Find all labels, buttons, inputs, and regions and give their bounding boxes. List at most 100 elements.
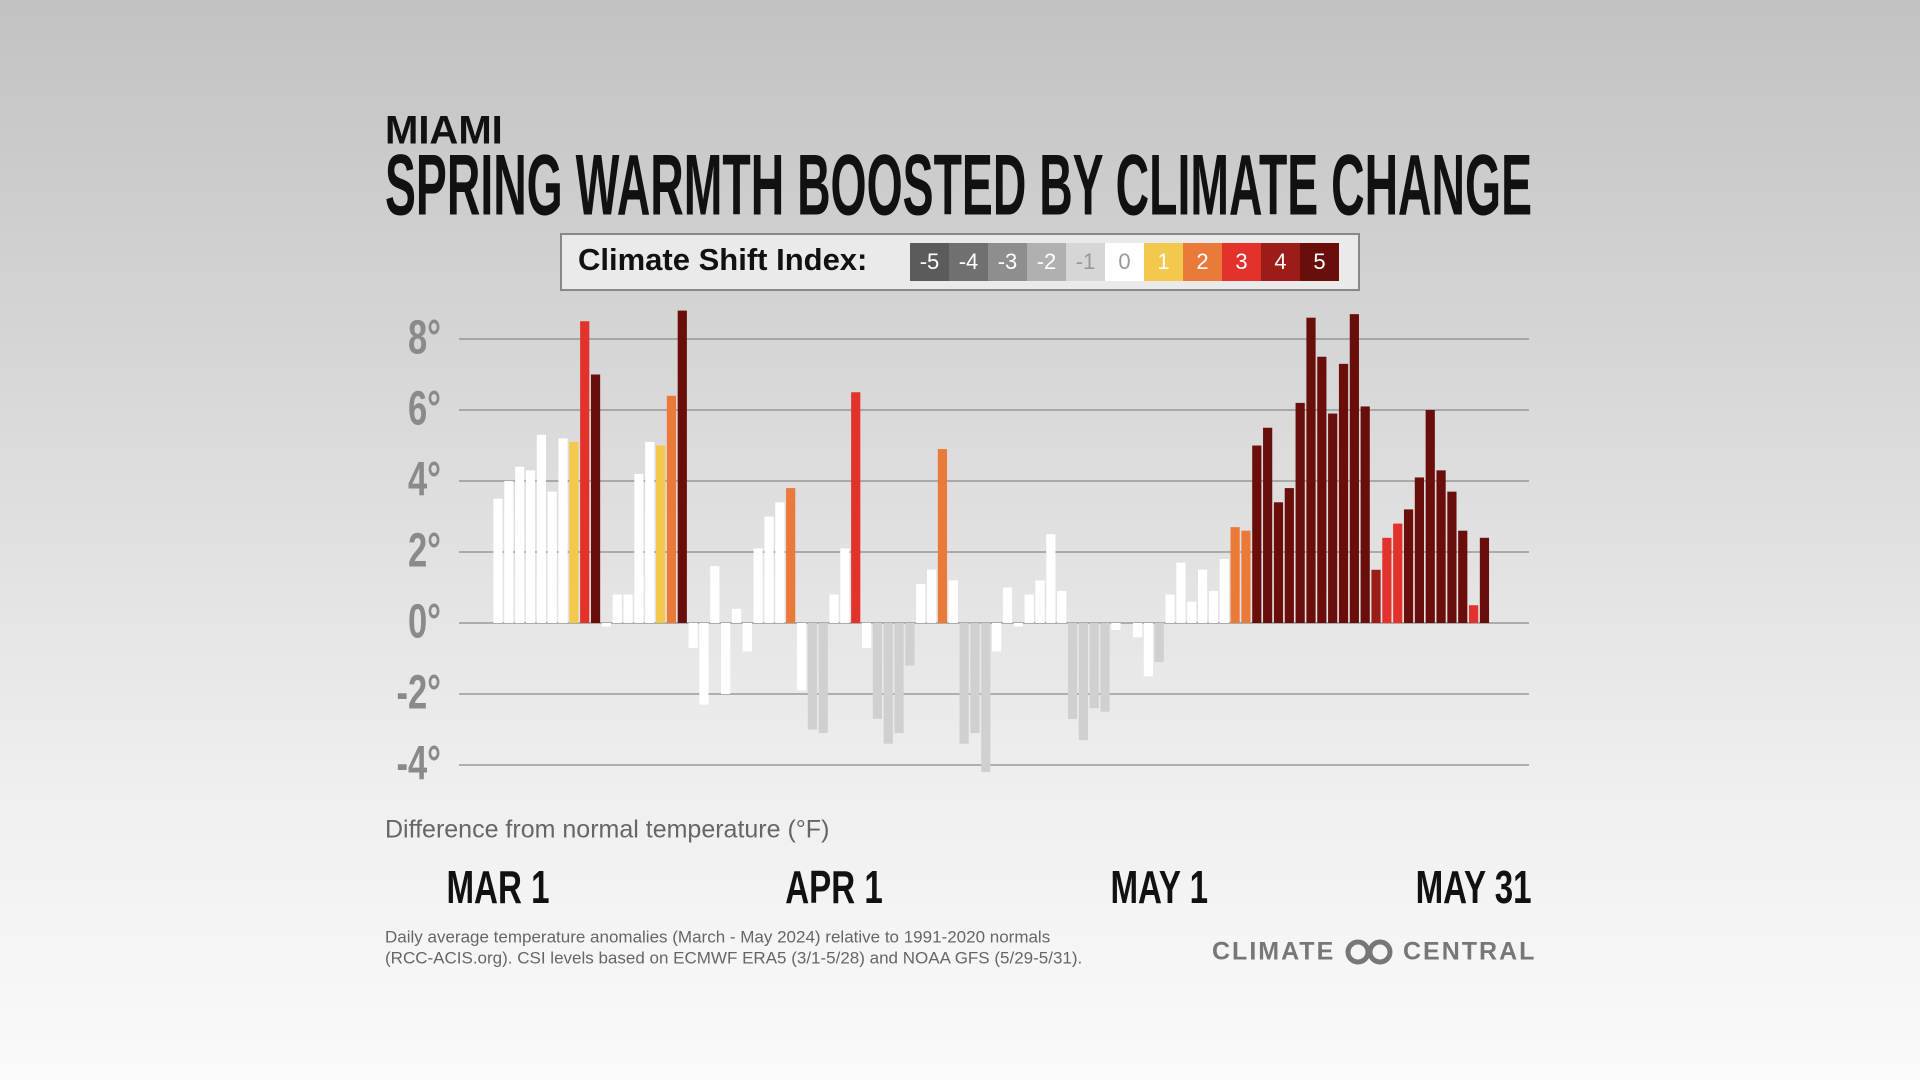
- bar: [1132, 623, 1143, 638]
- bar: [1035, 580, 1045, 623]
- legend-label: 2: [1196, 249, 1208, 274]
- bar: [840, 548, 850, 623]
- bar: [1414, 477, 1424, 623]
- bar: [905, 623, 915, 666]
- legend-swatch: [1027, 243, 1066, 281]
- bar: [775, 502, 785, 623]
- brand: CLIMATE: [1212, 938, 1335, 966]
- y-tick-label: 6°: [408, 381, 441, 435]
- bar: [883, 623, 893, 744]
- legend-title: Climate Shift Index:: [578, 242, 867, 277]
- bar: [1469, 605, 1479, 623]
- bar: [656, 445, 666, 623]
- bar: [493, 498, 503, 623]
- bar: [1382, 537, 1392, 623]
- bar: [764, 516, 774, 623]
- bar: [1111, 623, 1121, 631]
- bar: [1024, 594, 1034, 623]
- bar: [547, 491, 557, 623]
- legend-label: -4: [959, 249, 979, 274]
- legend-swatch: [1300, 243, 1339, 281]
- bar: [1067, 623, 1078, 719]
- bar: [558, 438, 568, 623]
- bar: [721, 623, 731, 694]
- bar: [1436, 470, 1446, 623]
- bar: [1089, 623, 1099, 709]
- bar: [1479, 537, 1490, 623]
- legend-label: -1: [1076, 249, 1096, 274]
- bar: [1458, 530, 1468, 623]
- bar: [601, 623, 611, 627]
- brand: CENTRAL: [1403, 938, 1536, 966]
- bar: [1154, 623, 1164, 663]
- legend-swatch: [1144, 243, 1183, 281]
- bar: [1187, 601, 1197, 623]
- bar: [1198, 569, 1208, 623]
- bar: [742, 623, 752, 652]
- bar: [948, 580, 958, 623]
- bar: [807, 623, 817, 730]
- bar: [872, 623, 882, 719]
- legend-label: 3: [1235, 249, 1247, 274]
- bar: [1002, 587, 1013, 623]
- legend-label: 5: [1313, 249, 1325, 274]
- bar: [796, 623, 807, 691]
- legend-swatch: [910, 243, 949, 281]
- bar: [1230, 527, 1240, 623]
- legend-label: -2: [1037, 249, 1057, 274]
- bar: [1447, 491, 1457, 623]
- bar: [710, 566, 720, 623]
- y-tick-label: -4°: [396, 736, 441, 790]
- legend-swatch: [988, 243, 1027, 281]
- bar: [580, 321, 590, 623]
- bar: [981, 623, 991, 773]
- legend-swatch: [1222, 243, 1261, 281]
- bar: [1371, 569, 1381, 623]
- footnote: Daily average temperature anomalies (Mar…: [385, 927, 1050, 946]
- bar: [959, 623, 969, 744]
- bar: [861, 623, 872, 648]
- bar: [536, 434, 546, 623]
- bar: [525, 470, 536, 623]
- bar: [818, 623, 828, 734]
- bar: [970, 623, 980, 734]
- bar: [504, 481, 514, 623]
- y-tick-label: -2°: [396, 665, 441, 719]
- bar: [753, 548, 763, 623]
- legend-label: -5: [920, 249, 940, 274]
- bar: [1317, 356, 1327, 623]
- bar: [1284, 488, 1294, 623]
- bar: [1219, 559, 1229, 623]
- bar: [688, 623, 698, 648]
- bar: [937, 449, 948, 623]
- bar: [645, 441, 655, 623]
- bar: [927, 569, 937, 623]
- brand-logo: [1367, 939, 1393, 965]
- bar: [829, 594, 839, 623]
- legend-swatch: [949, 243, 988, 281]
- bar: [1046, 534, 1056, 623]
- bar: [1360, 406, 1370, 623]
- chart-title: SPRING WARMTH BOOSTED BY CLIMATE CHANGE: [385, 138, 1532, 234]
- bar: [1165, 594, 1175, 623]
- bar: [1403, 509, 1414, 623]
- bar: [1013, 623, 1023, 627]
- bar: [623, 594, 633, 623]
- bar: [1306, 317, 1316, 623]
- bar: [731, 608, 742, 623]
- bar: [1425, 410, 1435, 623]
- bar: [634, 473, 644, 623]
- x-tick-label: MAY 1: [1110, 863, 1208, 913]
- bar: [786, 488, 796, 623]
- y-tick-label: 2°: [408, 523, 441, 577]
- legend-swatch: [1261, 243, 1300, 281]
- y-tick-label: 4°: [408, 452, 441, 506]
- x-tick-label: APR 1: [785, 863, 883, 913]
- legend-swatch: [1066, 243, 1105, 281]
- location: MIAMI: [385, 109, 503, 153]
- axis-label: Difference from normal temperature (°F): [385, 816, 829, 844]
- bar: [1241, 530, 1251, 623]
- legend-swatch: [1105, 243, 1144, 281]
